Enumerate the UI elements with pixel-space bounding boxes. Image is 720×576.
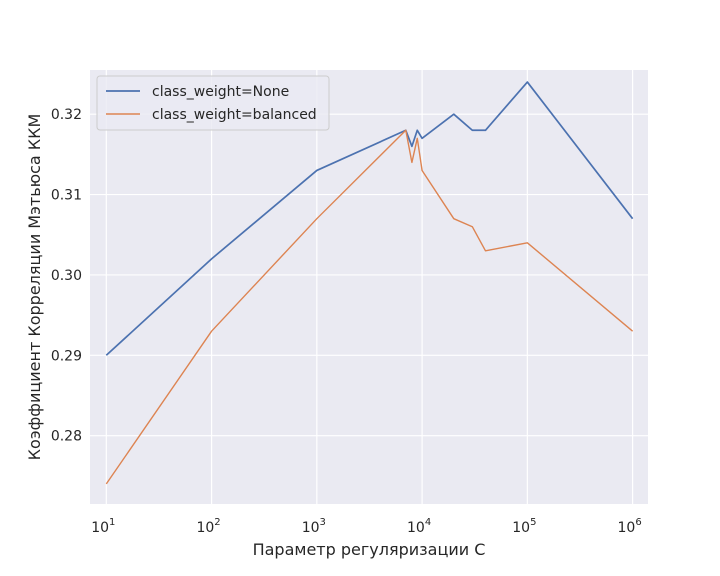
y-tick-label: 0.28 — [51, 429, 82, 445]
series-lines — [105, 81, 634, 485]
legend-label-1: class_weight=None — [152, 84, 289, 100]
x-tick-labels: 101 102 103 104 105 106 — [91, 517, 642, 536]
y-tick-labels: 0.28 0.29 0.30 0.31 0.32 — [51, 107, 82, 444]
series-line-1 — [105, 81, 634, 356]
legend-box — [96, 75, 330, 131]
x-axis-label: Параметр регуляризации C — [253, 540, 486, 559]
y-axis-label: Коэффициент Корреляции Мэтьюса ККМ — [25, 114, 44, 461]
y-tick-label: 0.32 — [51, 107, 82, 123]
legend-label-2: class_weight=balanced — [152, 107, 317, 123]
x-tick-label: 103 — [302, 517, 326, 536]
y-tick-label: 0.31 — [51, 188, 82, 204]
x-tick-label: 105 — [512, 517, 536, 536]
legend: class_weight=None class_weight=balanced — [96, 75, 330, 131]
x-tick-label: 106 — [618, 517, 642, 536]
y-tick-label: 0.30 — [51, 268, 82, 284]
x-tick-label: 102 — [196, 517, 220, 536]
x-tick-label: 101 — [91, 517, 115, 536]
plot-area — [90, 70, 648, 504]
series-line-2 — [105, 129, 634, 485]
x-tick-label: 104 — [407, 517, 431, 536]
y-tick-label: 0.29 — [51, 348, 82, 364]
